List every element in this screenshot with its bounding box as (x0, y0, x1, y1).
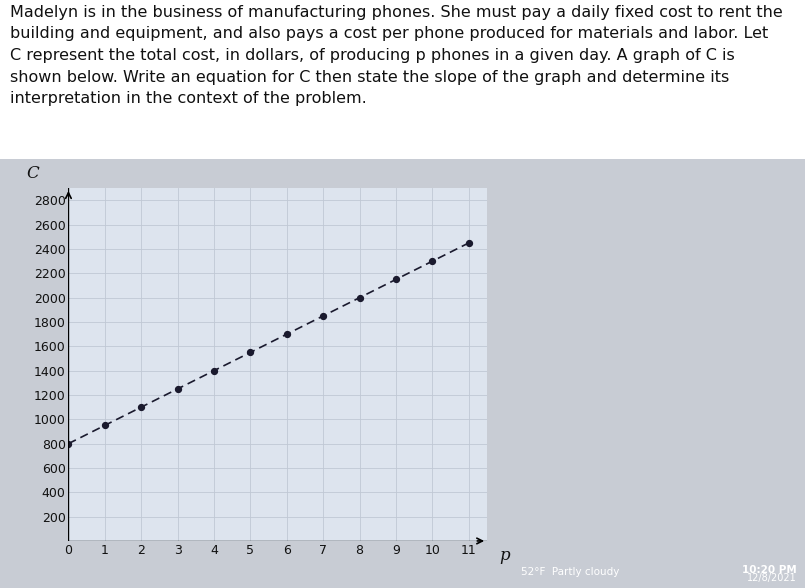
Point (426, 256, 439, 266)
Point (62, 439, 75, 448)
Point (353, 293, 366, 302)
Point (280, 329, 293, 339)
Text: 10:20 PM: 10:20 PM (742, 564, 797, 574)
Text: 52°F  Partly cloudy: 52°F Partly cloudy (522, 567, 620, 577)
Point (98, 420, 111, 430)
Point (134, 402, 147, 412)
Point (390, 275, 402, 284)
Point (462, 238, 475, 248)
Text: p: p (500, 547, 510, 564)
Point (244, 348, 257, 357)
Point (171, 384, 184, 393)
Point (317, 311, 330, 320)
Point (208, 366, 221, 375)
Text: C: C (27, 165, 39, 182)
Text: 12/8/2021: 12/8/2021 (747, 573, 797, 583)
Text: Madelyn is in the business of manufacturing phones. She must pay a daily fixed c: Madelyn is in the business of manufactur… (10, 5, 782, 106)
